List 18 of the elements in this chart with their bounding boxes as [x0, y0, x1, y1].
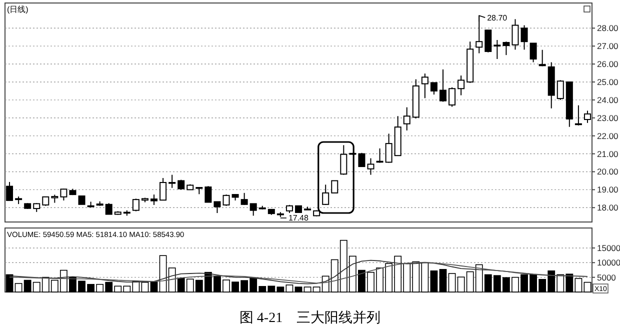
- y-tick-label: 21.00: [597, 148, 619, 159]
- y-tick-label: 27.00: [597, 41, 619, 52]
- y-tick-label: 25.00: [597, 76, 619, 87]
- y-tick-label: 26.00: [597, 59, 619, 70]
- y-tick-label: 18.00: [597, 202, 619, 213]
- y-tick-label: 10000: [597, 258, 620, 268]
- y-tick-label: 20.00: [597, 166, 619, 177]
- y-tick-label: 24.00: [597, 94, 619, 105]
- y-tick-label: 22.00: [597, 130, 619, 141]
- chart-title: (日线): [7, 5, 29, 14]
- y-tick-label: 23.00: [597, 112, 619, 123]
- annotation: 17.48: [288, 213, 310, 222]
- y-tick-label: 15000: [597, 242, 620, 253]
- caption: 图 4-21 三大阳线并列: [239, 310, 381, 326]
- y-tick-label: 19.00: [597, 184, 619, 195]
- y-tick-label: 5000: [597, 272, 616, 282]
- y-tick-label: 28.00: [597, 23, 619, 34]
- annotation: 28.70: [487, 14, 508, 23]
